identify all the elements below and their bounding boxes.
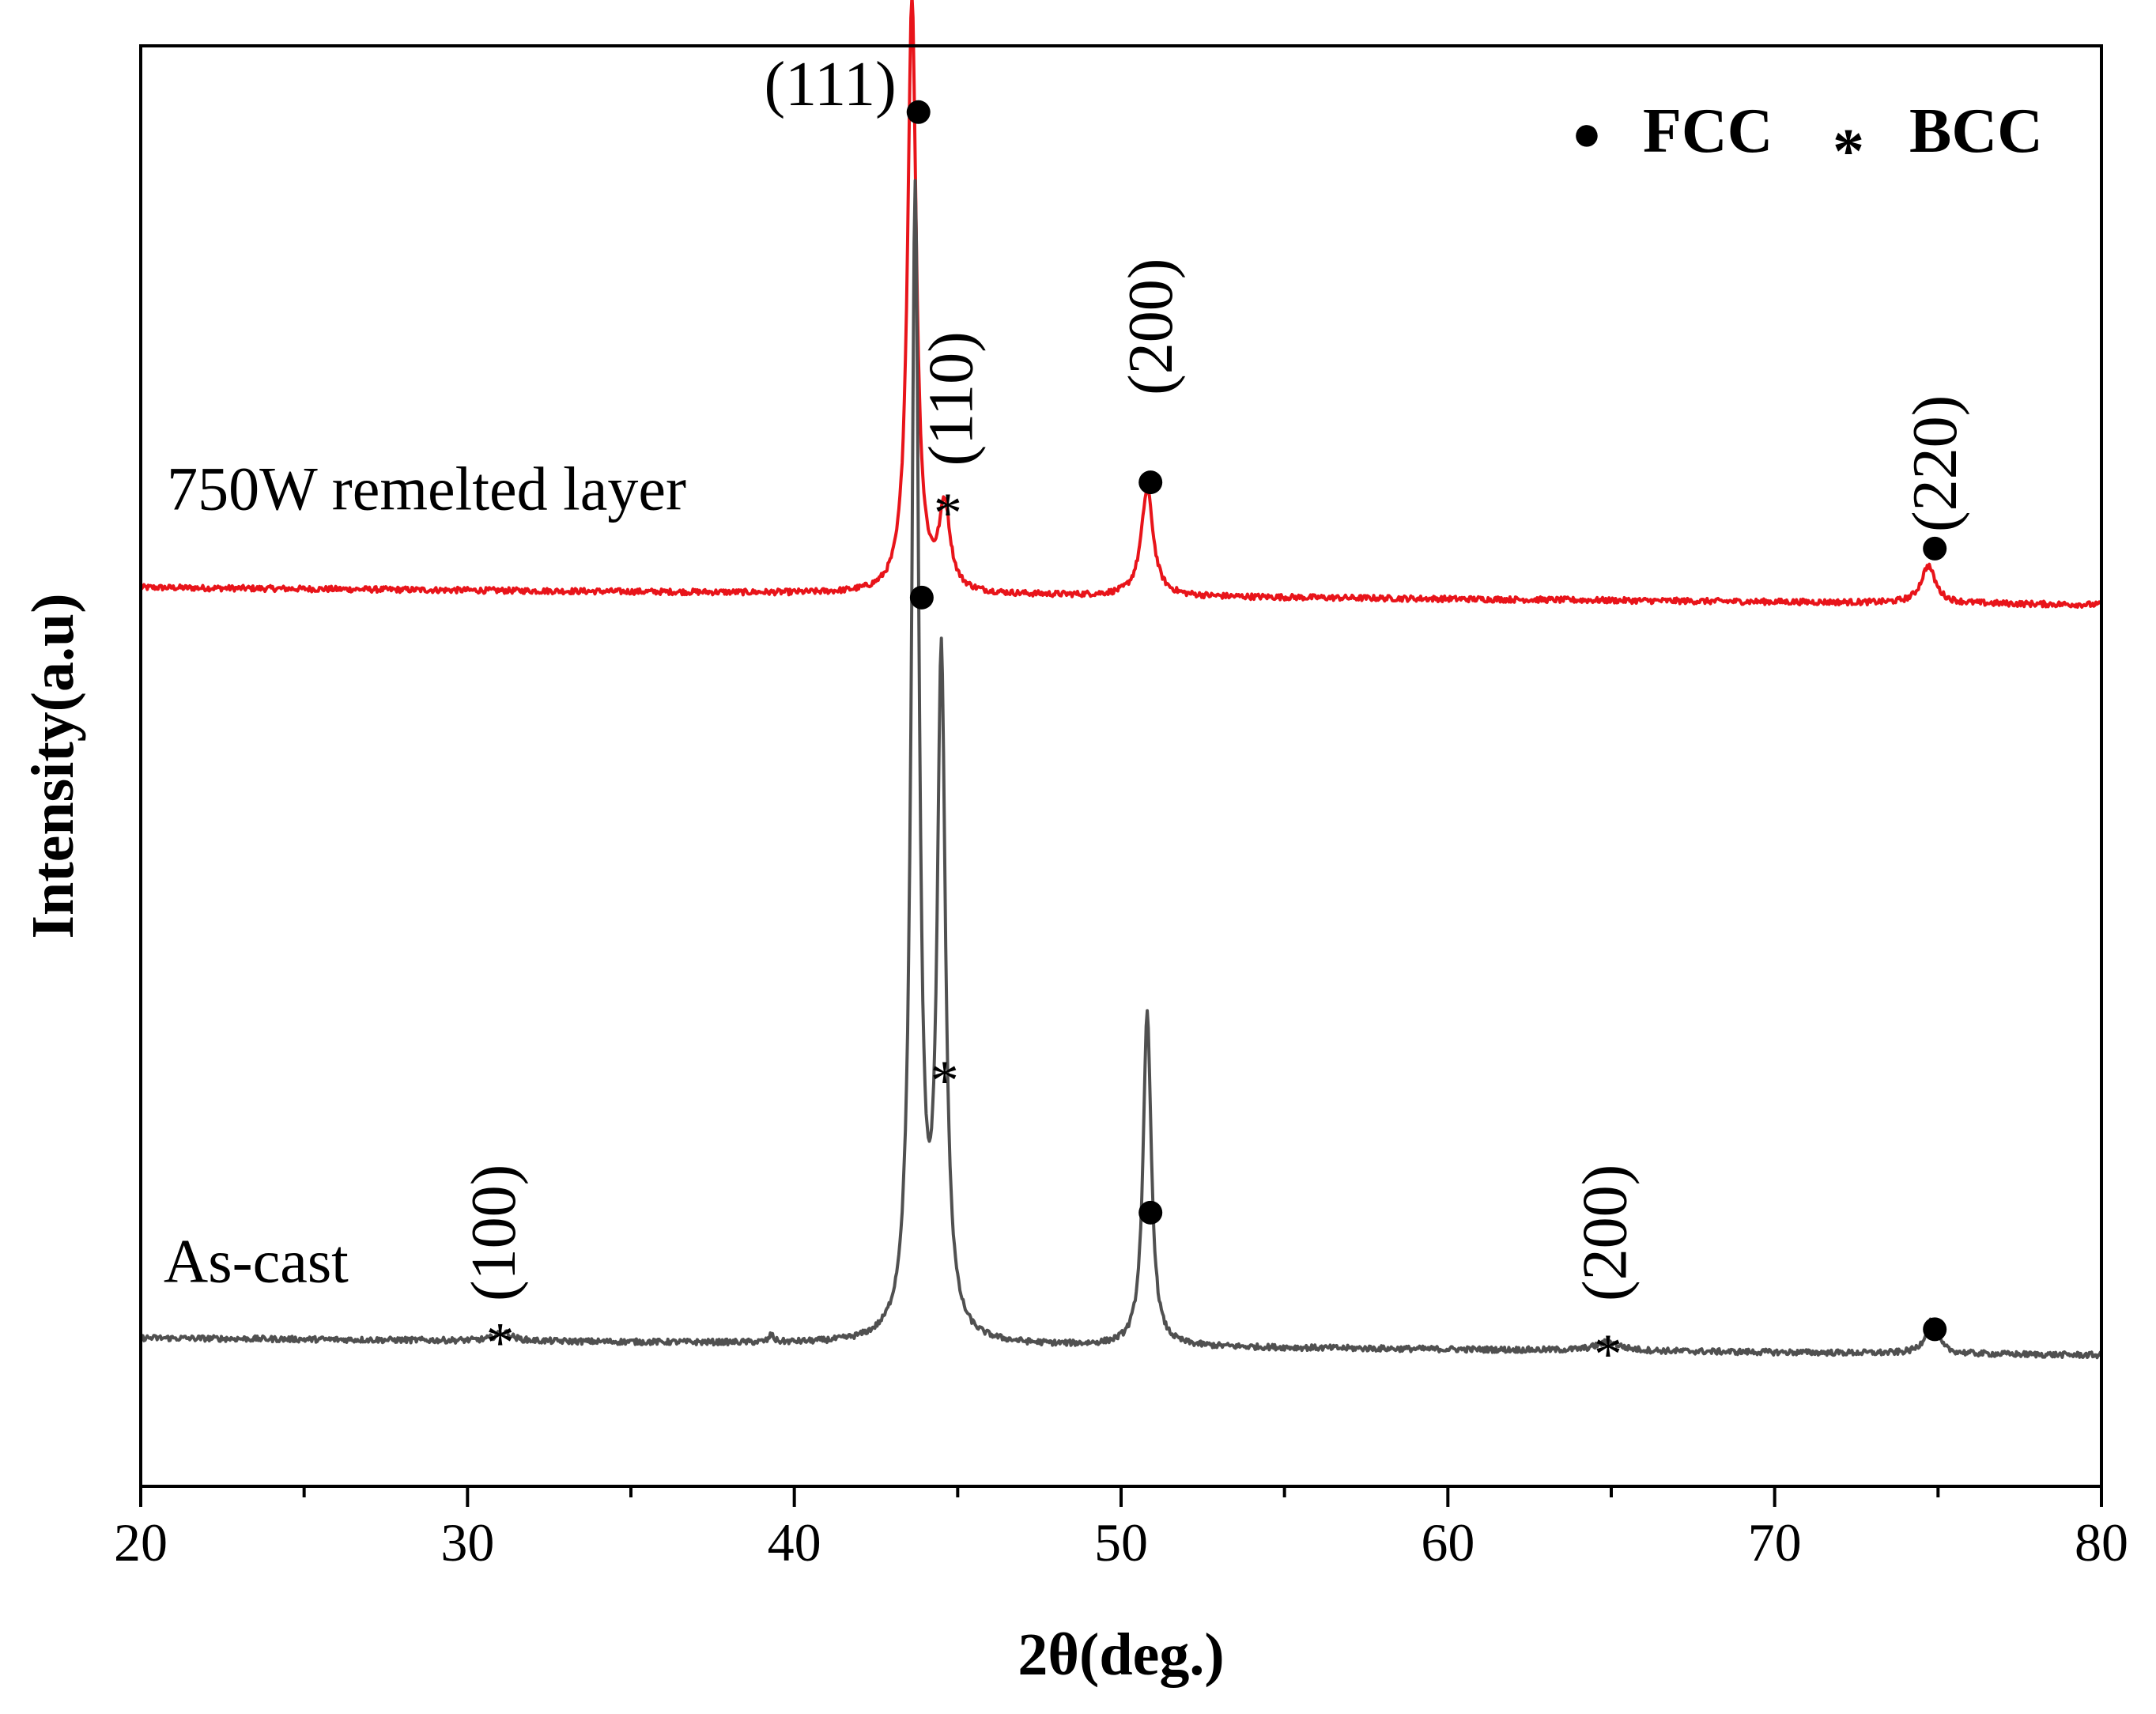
legend-fcc-marker: ● bbox=[1572, 105, 1603, 161]
x-tick-label: 60 bbox=[1421, 1512, 1474, 1572]
x-tick-label: 40 bbox=[768, 1512, 821, 1572]
legend: ● FCC * BCC bbox=[1572, 96, 2043, 187]
x-tick-label: 30 bbox=[440, 1512, 494, 1572]
legend-bcc-marker: * bbox=[1833, 117, 1864, 187]
bcc-marker: * bbox=[931, 1049, 959, 1112]
fcc-marker bbox=[909, 585, 934, 610]
fcc-marker bbox=[906, 100, 931, 124]
bcc-marker: * bbox=[1594, 1323, 1622, 1386]
fcc-marker bbox=[1138, 470, 1163, 495]
fcc-marker bbox=[1923, 536, 1947, 561]
y-axis-label: Intensity(a.u) bbox=[20, 593, 86, 938]
bcc-marker: * bbox=[486, 1312, 515, 1375]
peak-annotation: (100) bbox=[459, 1165, 529, 1301]
peak-annotation: (200) bbox=[1570, 1165, 1640, 1301]
bcc-marker: * bbox=[934, 481, 962, 545]
series-label: As-cast bbox=[164, 1226, 349, 1295]
x-tick-label: 80 bbox=[2075, 1512, 2128, 1572]
series-layer bbox=[139, 0, 2103, 1360]
peak-annotation: (110) bbox=[917, 331, 987, 466]
x-tick-label: 70 bbox=[1748, 1512, 1802, 1572]
fcc-marker bbox=[1138, 1200, 1163, 1225]
phase-markers: * * * * bbox=[486, 100, 1947, 1386]
series-line-1 bbox=[139, 179, 2103, 1360]
legend-bcc-label: BCC bbox=[1909, 96, 2043, 166]
fcc-marker bbox=[1923, 1317, 1947, 1342]
x-axis-ticks: 20 30 40 50 60 70 80 bbox=[114, 1486, 2128, 1572]
series-line-0 bbox=[139, 0, 2103, 609]
peak-annotation: (111) bbox=[764, 50, 896, 119]
series-labels: 750W remelted layer As-cast bbox=[164, 455, 686, 1296]
peak-annotation: (200) bbox=[1116, 259, 1186, 395]
x-axis-label: 2θ(deg.) bbox=[1018, 1622, 1224, 1688]
legend-fcc-label: FCC bbox=[1643, 96, 1773, 166]
series-label: 750W remelted layer bbox=[167, 455, 686, 523]
plot-frame bbox=[139, 44, 2103, 1488]
peak-annotations: (111) (110) (200) (220) (100) (200) bbox=[459, 50, 1970, 1301]
peak-annotation: (220) bbox=[1901, 395, 1970, 532]
x-tick-label: 20 bbox=[114, 1512, 168, 1572]
x-tick-label: 50 bbox=[1094, 1512, 1148, 1572]
